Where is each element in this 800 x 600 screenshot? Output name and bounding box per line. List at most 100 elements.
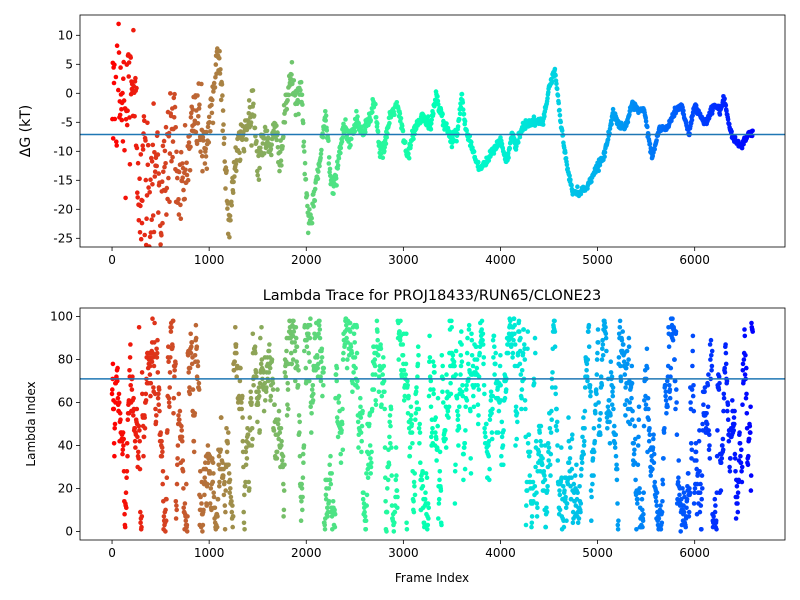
- lambda-point: [570, 520, 576, 526]
- lambda-point: [166, 359, 171, 365]
- lambda-point: [175, 462, 180, 468]
- dg-point: [251, 101, 256, 107]
- lambda-point: [702, 389, 707, 395]
- lambda-point: [321, 365, 327, 371]
- lambda-point: [385, 486, 390, 491]
- lambda-point: [522, 398, 528, 403]
- lambda-point: [463, 404, 469, 410]
- lambda-point: [294, 344, 300, 350]
- lambda-point: [709, 368, 714, 373]
- lambda-point: [371, 387, 377, 392]
- lambda-point: [154, 350, 160, 356]
- lambda-point: [745, 462, 751, 468]
- lambda-point: [519, 406, 524, 412]
- dg-point: [457, 111, 463, 117]
- lambda-point: [267, 365, 273, 371]
- lambda-point: [159, 453, 165, 459]
- lambda-point: [686, 514, 692, 519]
- lambda-point: [191, 449, 197, 455]
- dg-point: [459, 91, 465, 97]
- dg-point: [222, 135, 227, 141]
- lambda-point: [272, 402, 277, 408]
- lambda-point: [458, 353, 464, 358]
- lambda-point: [491, 333, 497, 339]
- lambda-point: [578, 501, 584, 506]
- lambda-point: [633, 492, 639, 498]
- dg-point: [126, 60, 132, 65]
- lambda-point: [299, 499, 304, 504]
- dg-point: [198, 149, 203, 154]
- lambda-point: [207, 501, 213, 506]
- lambda-point: [341, 350, 346, 356]
- lambda-point: [626, 335, 632, 341]
- lambda-point: [615, 501, 620, 506]
- lambda-point: [667, 383, 672, 388]
- y-tick-label: -15: [53, 173, 73, 187]
- lambda-point: [253, 350, 258, 356]
- dg-point: [741, 141, 746, 147]
- lambda-point: [621, 359, 627, 365]
- lambda-point: [637, 486, 642, 491]
- dg-point: [296, 111, 301, 117]
- lambda-point: [222, 527, 228, 532]
- lambda-point: [221, 492, 227, 498]
- dg-point: [147, 234, 153, 240]
- lambda-point: [475, 421, 481, 427]
- lambda-point: [721, 391, 727, 397]
- lambda-point: [464, 398, 470, 403]
- dg-point: [111, 80, 117, 86]
- lambda-point: [361, 490, 366, 496]
- dg-point: [542, 114, 547, 119]
- lambda-point: [525, 329, 531, 334]
- dg-point: [687, 131, 692, 136]
- lambda-point: [445, 389, 450, 395]
- lambda-point: [612, 445, 618, 450]
- dg-point: [335, 163, 341, 168]
- lambda-point: [163, 529, 168, 534]
- lambda-point: [426, 516, 431, 521]
- lambda-point: [627, 421, 633, 427]
- dg-point: [552, 66, 558, 72]
- lambda-point: [406, 393, 411, 399]
- lambda-point: [355, 385, 360, 390]
- dg-point: [140, 198, 145, 204]
- dg-point: [654, 138, 659, 143]
- dg-point: [124, 122, 130, 128]
- lambda-point: [230, 524, 235, 530]
- dg-point: [193, 129, 199, 135]
- lambda-point: [735, 501, 740, 506]
- lambda-point: [589, 494, 594, 500]
- lambda-point: [576, 516, 582, 521]
- lambda-point: [613, 453, 619, 459]
- dg-point: [209, 102, 214, 108]
- lambda-point: [363, 518, 369, 523]
- dg-point: [150, 142, 156, 148]
- dg-point: [340, 135, 346, 140]
- dg-point: [150, 213, 156, 218]
- dg-point: [265, 135, 271, 140]
- dg-point: [241, 149, 247, 154]
- dg-point: [185, 177, 191, 183]
- dg-point: [121, 76, 126, 81]
- lambda-point: [734, 484, 740, 489]
- lambda-point: [192, 353, 198, 358]
- lambda-point: [430, 426, 435, 431]
- lambda-point: [449, 318, 454, 324]
- lambda-point: [266, 370, 272, 375]
- lambda-point: [498, 383, 504, 388]
- lambda-point: [289, 361, 295, 367]
- lambda-point: [269, 357, 275, 362]
- lambda-point: [141, 453, 146, 459]
- lambda-point: [299, 481, 305, 487]
- lambda-point: [510, 355, 515, 360]
- dg-point: [222, 159, 227, 164]
- lambda-point: [519, 368, 525, 373]
- dg-point: [262, 124, 268, 130]
- lambda-point: [453, 372, 459, 377]
- lambda-point: [498, 353, 503, 358]
- lambda-point: [210, 479, 216, 485]
- lambda-point: [562, 488, 567, 493]
- dg-point: [161, 169, 166, 175]
- lambda-point: [512, 331, 517, 337]
- lambda-point: [735, 509, 741, 515]
